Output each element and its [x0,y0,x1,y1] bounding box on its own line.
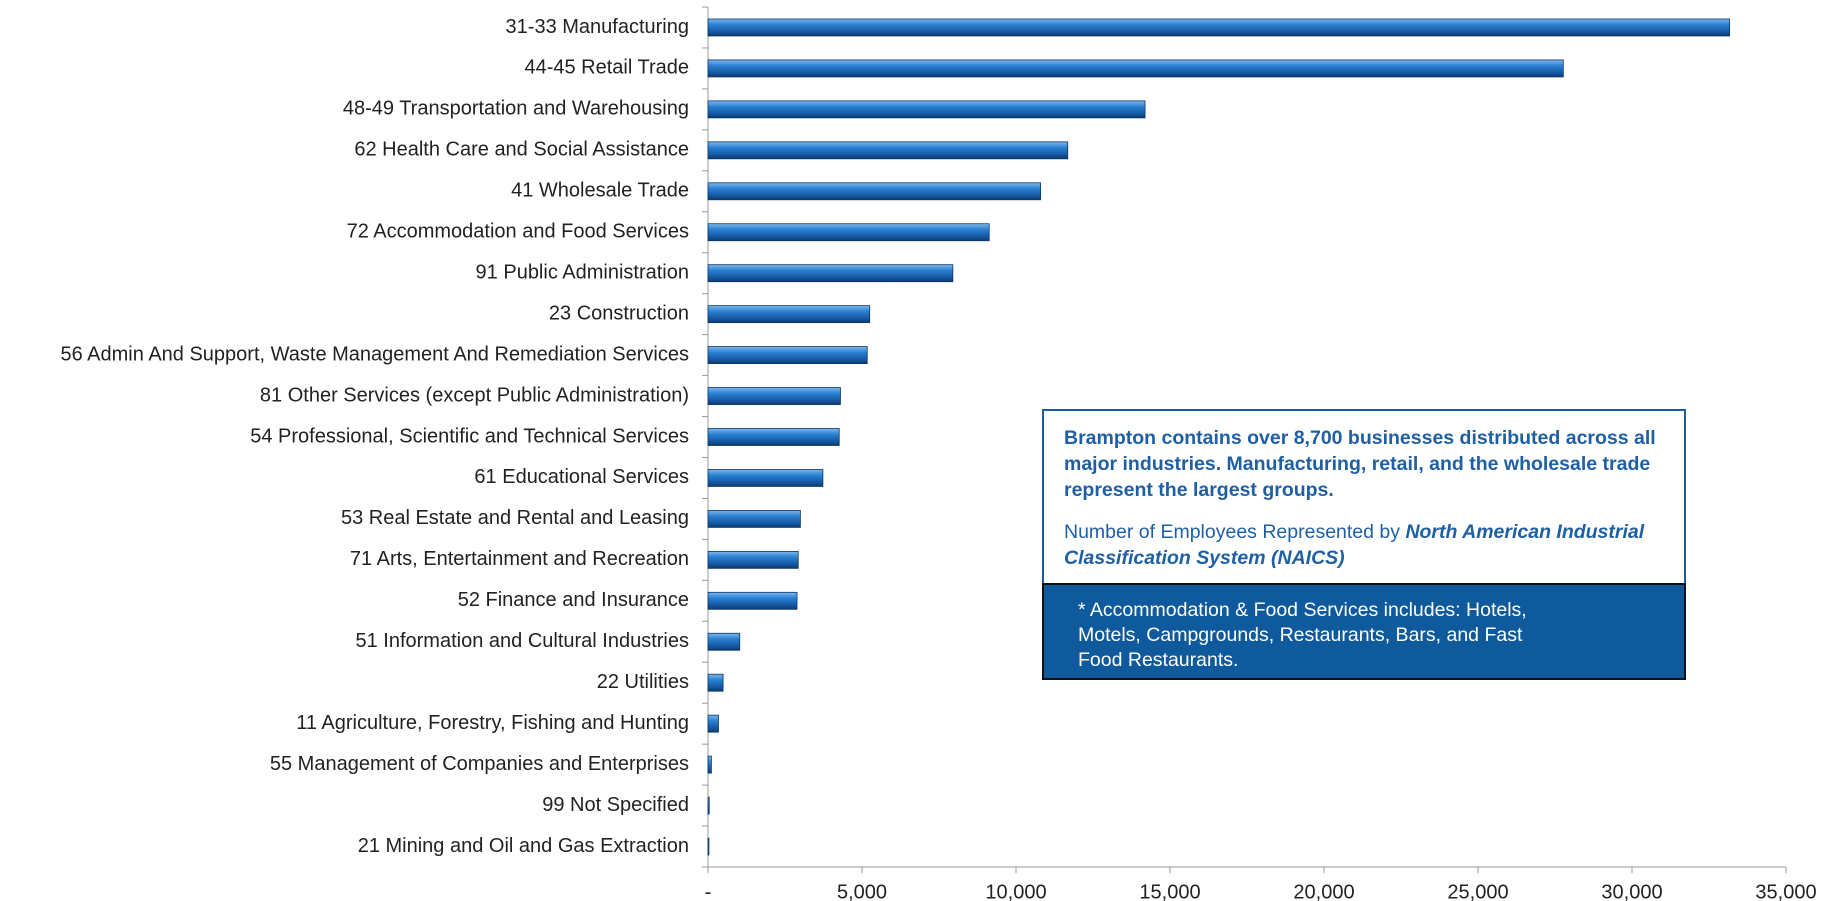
info-box: Brampton contains over 8,700 businesses … [1042,409,1686,680]
footnote: * Accommodation & Food Services includes… [1078,599,1527,671]
bar [707,264,954,283]
bar [707,837,710,856]
x-tick-label: 10,000 [985,881,1046,901]
y-tick-label: 48-49 Transportation and Warehousing [343,98,689,120]
x-tick-label: 35,000 [1755,881,1816,901]
bar [707,346,868,364]
y-tick-label: 81 Other Services (except Public Adminis… [260,384,689,406]
x-tick-label: 30,000 [1601,881,1662,901]
y-tick-label: 56 Admin And Support, Waste Management A… [60,343,689,365]
bar [707,18,1731,37]
x-tick-label: 20,000 [1293,881,1354,901]
bar [707,428,840,446]
bar [707,100,1146,119]
y-tick-label: 72 Accommodation and Food Services [347,221,689,243]
bar [707,223,990,242]
y-tick-label: 22 Utilities [597,671,689,693]
bar [707,182,1042,201]
footnote-box: * Accommodation & Food Services includes… [1042,583,1686,680]
bar [707,550,799,569]
note: Number of Employees Represented by North… [1064,519,1664,571]
bar [707,755,712,774]
bar [707,632,741,651]
x-tick-label: 5,000 [837,881,887,901]
y-tick-label: 52 Finance and Insurance [458,589,689,611]
bar [707,387,841,405]
y-tick-label: 55 Management of Companies and Enterpris… [270,753,689,775]
y-tick-label: 31-33 Manufacturing [506,16,689,38]
bar [707,673,724,692]
y-tick-label: 99 Not Specified [542,794,689,816]
x-tick-label: - [705,881,712,901]
bar [707,305,871,324]
bar [707,469,824,487]
y-tick-label: 71 Arts, Entertainment and Recreation [350,548,689,570]
y-tick-label: 23 Construction [549,302,689,324]
bar [707,59,1564,78]
y-tick-label: 51 Information and Cultural Industries [355,630,689,652]
bar [707,510,801,528]
note-emph: North American Industrial Classification… [1064,521,1645,569]
summary: Brampton contains over 8,700 businesses … [1064,427,1656,501]
note-lead: Number of Employees Represented by [1064,521,1401,543]
bar [707,796,710,815]
y-tick-label: 62 Health Care and Social Assistance [354,139,689,161]
bar [707,714,719,733]
y-tick-label: 11 Agriculture, Forestry, Fishing and Hu… [296,712,689,734]
y-tick-label: 21 Mining and Oil and Gas Extraction [358,835,689,857]
y-tick-label: 41 Wholesale Trade [511,180,689,202]
x-tick-label: 25,000 [1447,881,1508,901]
y-tick-label: 44-45 Retail Trade [524,57,689,79]
x-tick-label: 15,000 [1139,881,1200,901]
y-tick-label: 61 Educational Services [474,466,689,488]
y-tick-label: 54 Professional, Scientific and Technica… [250,425,689,447]
y-tick-label: 53 Real Estate and Rental and Leasing [341,507,689,529]
info-top: Brampton contains over 8,700 businesses … [1044,411,1684,585]
bar [707,591,798,610]
bar [707,141,1069,160]
y-tick-label: 91 Public Administration [476,261,689,283]
